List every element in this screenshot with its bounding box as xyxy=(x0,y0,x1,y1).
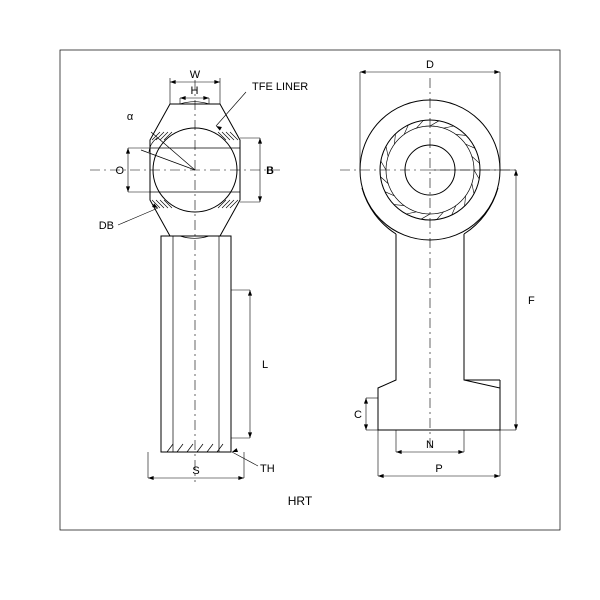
svg-text:D: D xyxy=(426,59,434,71)
svg-text:α: α xyxy=(127,111,134,123)
svg-text:TFE LINER: TFE LINER xyxy=(252,81,308,93)
svg-text:O: O xyxy=(115,165,124,177)
svg-text:P: P xyxy=(435,463,442,475)
svg-text:N: N xyxy=(426,439,434,451)
svg-text:TH: TH xyxy=(260,463,275,475)
svg-text:L: L xyxy=(262,359,268,371)
svg-text:DB: DB xyxy=(99,220,114,232)
svg-text:B: B xyxy=(266,165,273,177)
svg-text:W: W xyxy=(190,69,201,81)
svg-text:F: F xyxy=(528,295,535,307)
svg-text:H: H xyxy=(191,85,199,97)
svg-text:HRT: HRT xyxy=(288,494,313,508)
svg-text:S: S xyxy=(192,465,199,477)
svg-text:C: C xyxy=(354,409,362,421)
